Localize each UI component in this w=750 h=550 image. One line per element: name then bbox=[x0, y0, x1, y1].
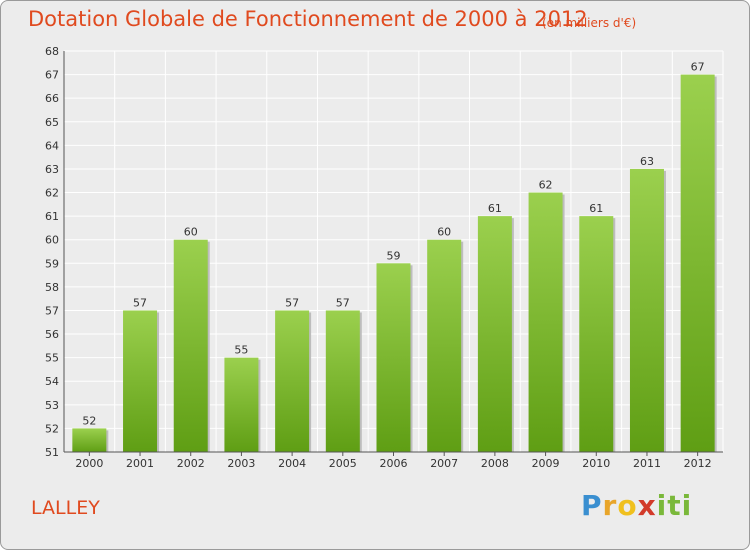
y-tick-label: 54 bbox=[45, 375, 59, 388]
y-tick-label: 56 bbox=[45, 328, 59, 341]
data-label: 62 bbox=[539, 179, 553, 192]
logo-letter-i2: i bbox=[681, 489, 693, 522]
logo-letter-p: P bbox=[581, 489, 603, 522]
bar bbox=[680, 74, 715, 453]
y-tick-label: 65 bbox=[45, 116, 59, 129]
bar bbox=[224, 357, 259, 452]
bar bbox=[629, 168, 664, 453]
y-tick-label: 51 bbox=[45, 446, 59, 459]
x-tick-label: 2004 bbox=[278, 457, 306, 470]
y-tick-label: 63 bbox=[45, 163, 59, 176]
y-tick-label: 55 bbox=[45, 352, 59, 365]
proxiti-logo[interactable]: Proxiti bbox=[581, 489, 692, 522]
x-tick-label: 2006 bbox=[380, 457, 408, 470]
x-tick-label: 2011 bbox=[633, 457, 661, 470]
logo-letter-o: o bbox=[617, 489, 638, 522]
y-tick-label: 66 bbox=[45, 92, 59, 105]
x-tick-label: 2012 bbox=[684, 457, 712, 470]
logo-letter-t: t bbox=[667, 489, 682, 522]
y-tick-label: 59 bbox=[45, 257, 59, 270]
data-label: 67 bbox=[691, 61, 705, 74]
chart-unit: (en milliers d'€) bbox=[542, 16, 637, 30]
data-label: 61 bbox=[589, 202, 603, 215]
x-tick-label: 2000 bbox=[75, 457, 103, 470]
bar bbox=[173, 239, 208, 452]
y-tick-label: 58 bbox=[45, 281, 59, 294]
data-label: 59 bbox=[387, 249, 401, 262]
data-label: 63 bbox=[640, 155, 654, 168]
x-tick-label: 2010 bbox=[582, 457, 610, 470]
x-tick-label: 2003 bbox=[227, 457, 255, 470]
x-tick-label: 2001 bbox=[126, 457, 154, 470]
x-tick-label: 2009 bbox=[532, 457, 560, 470]
bar bbox=[528, 192, 563, 452]
bar bbox=[579, 216, 614, 452]
commune-name: LALLEY bbox=[31, 497, 100, 519]
bar bbox=[477, 216, 512, 452]
y-tick-label: 67 bbox=[45, 69, 59, 82]
y-tick-label: 53 bbox=[45, 399, 59, 412]
chart-title: Dotation Globale de Fonctionnement de 20… bbox=[28, 7, 588, 31]
data-label: 52 bbox=[82, 414, 96, 427]
bars: 52 57 60 55 57 57 59 60 61 62 61 63 67 bbox=[72, 61, 717, 453]
y-tick-label: 60 bbox=[45, 234, 59, 247]
data-label: 60 bbox=[437, 226, 451, 239]
axes: 51 52 53 54 55 56 57 58 59 60 61 62 63 64 65 66 67 68 2000… bbox=[45, 45, 723, 470]
bar bbox=[123, 310, 158, 452]
bar bbox=[376, 263, 411, 452]
x-tick-label: 2005 bbox=[329, 457, 357, 470]
data-label: 57 bbox=[133, 296, 147, 309]
y-tick-label: 62 bbox=[45, 187, 59, 200]
data-label: 60 bbox=[184, 226, 198, 239]
bar bbox=[72, 428, 107, 452]
data-label: 55 bbox=[234, 344, 248, 357]
logo-letter-r: r bbox=[602, 489, 618, 522]
y-tick-label: 52 bbox=[45, 422, 59, 435]
y-tick-label: 68 bbox=[45, 45, 59, 58]
logo-letter-i1: i bbox=[656, 489, 668, 522]
y-tick-label: 64 bbox=[45, 139, 59, 152]
logo-letter-x: x bbox=[637, 489, 657, 522]
data-label: 57 bbox=[285, 296, 299, 309]
y-tick-label: 57 bbox=[45, 304, 59, 317]
data-label: 61 bbox=[488, 202, 502, 215]
y-tick-label: 61 bbox=[45, 210, 59, 223]
bar bbox=[275, 310, 310, 452]
bar bbox=[325, 310, 360, 452]
bar bbox=[427, 239, 462, 452]
x-tick-label: 2002 bbox=[177, 457, 205, 470]
data-label: 57 bbox=[336, 296, 350, 309]
x-tick-label: 2007 bbox=[430, 457, 458, 470]
x-tick-label: 2008 bbox=[481, 457, 509, 470]
